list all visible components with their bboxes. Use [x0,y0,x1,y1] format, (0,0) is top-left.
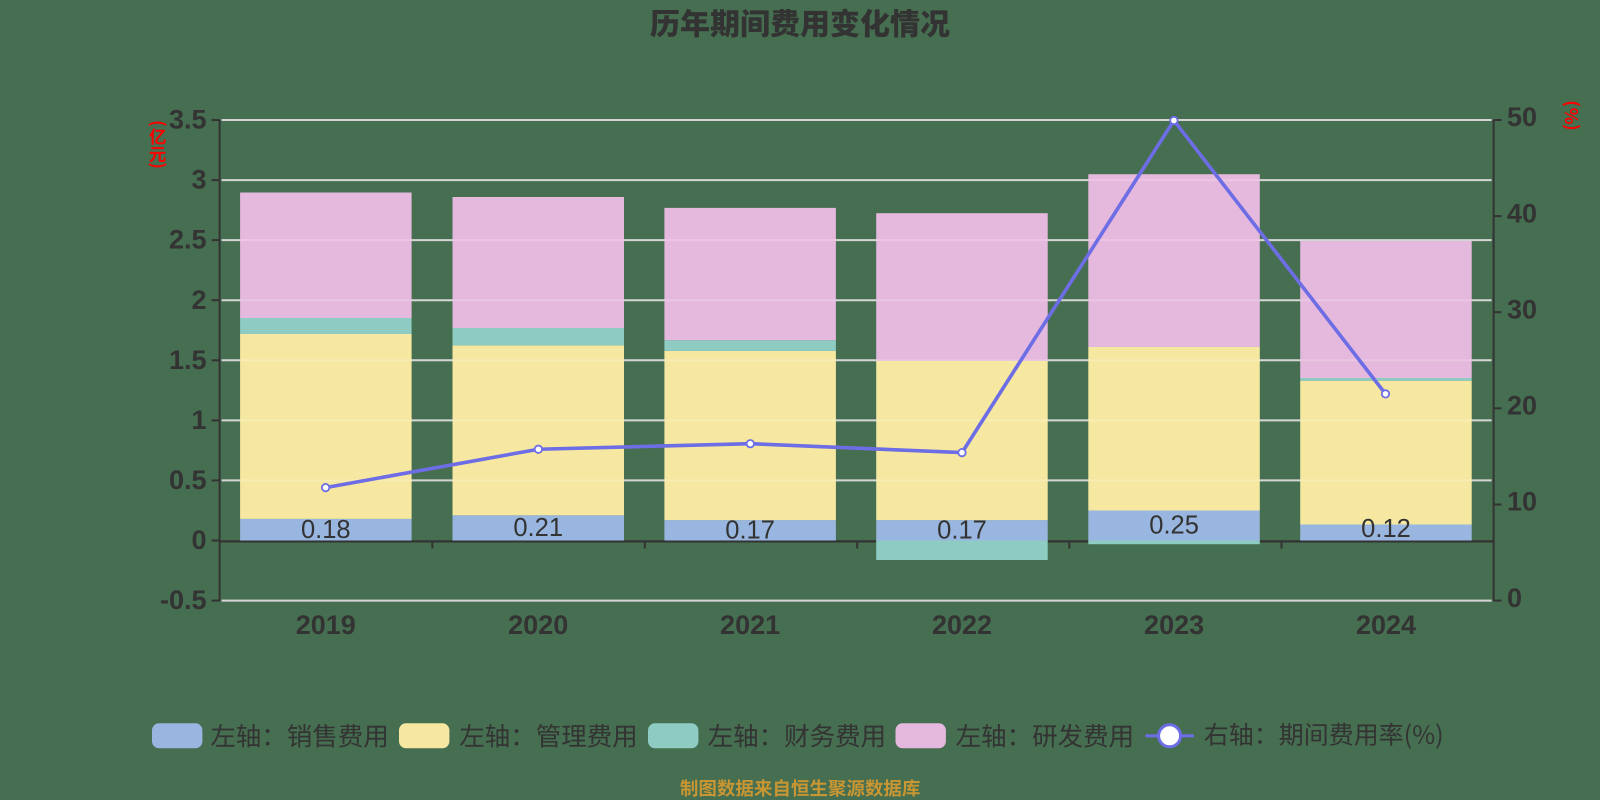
svg-text:30: 30 [1507,294,1537,324]
svg-text:-0.5: -0.5 [160,585,207,615]
svg-text:2020: 2020 [508,610,568,640]
svg-text:2019: 2019 [296,610,356,640]
svg-text:0: 0 [191,525,206,555]
svg-text:0.25: 0.25 [1149,512,1199,540]
svg-text:40: 40 [1507,198,1537,228]
svg-text:2.5: 2.5 [169,225,207,255]
svg-text:0.17: 0.17 [725,516,775,544]
svg-text:50: 50 [1507,102,1537,132]
svg-text:2023: 2023 [1144,610,1204,640]
svg-text:3.5: 3.5 [169,105,207,135]
svg-text:0.5: 0.5 [169,465,207,495]
svg-text:10: 10 [1507,487,1537,517]
svg-text:2022: 2022 [932,610,992,640]
svg-text:0.21: 0.21 [513,514,563,542]
svg-text:0.17: 0.17 [937,516,987,544]
svg-text:2021: 2021 [720,610,780,640]
svg-text:2: 2 [191,285,206,315]
svg-text:3: 3 [191,165,206,195]
svg-text:0: 0 [1507,583,1522,613]
svg-text:2024: 2024 [1356,610,1416,640]
svg-text:1: 1 [191,405,206,435]
svg-text:0.12: 0.12 [1361,515,1411,543]
svg-text:1.5: 1.5 [169,345,207,375]
svg-text:20: 20 [1507,391,1537,421]
svg-text:0.18: 0.18 [301,516,351,544]
